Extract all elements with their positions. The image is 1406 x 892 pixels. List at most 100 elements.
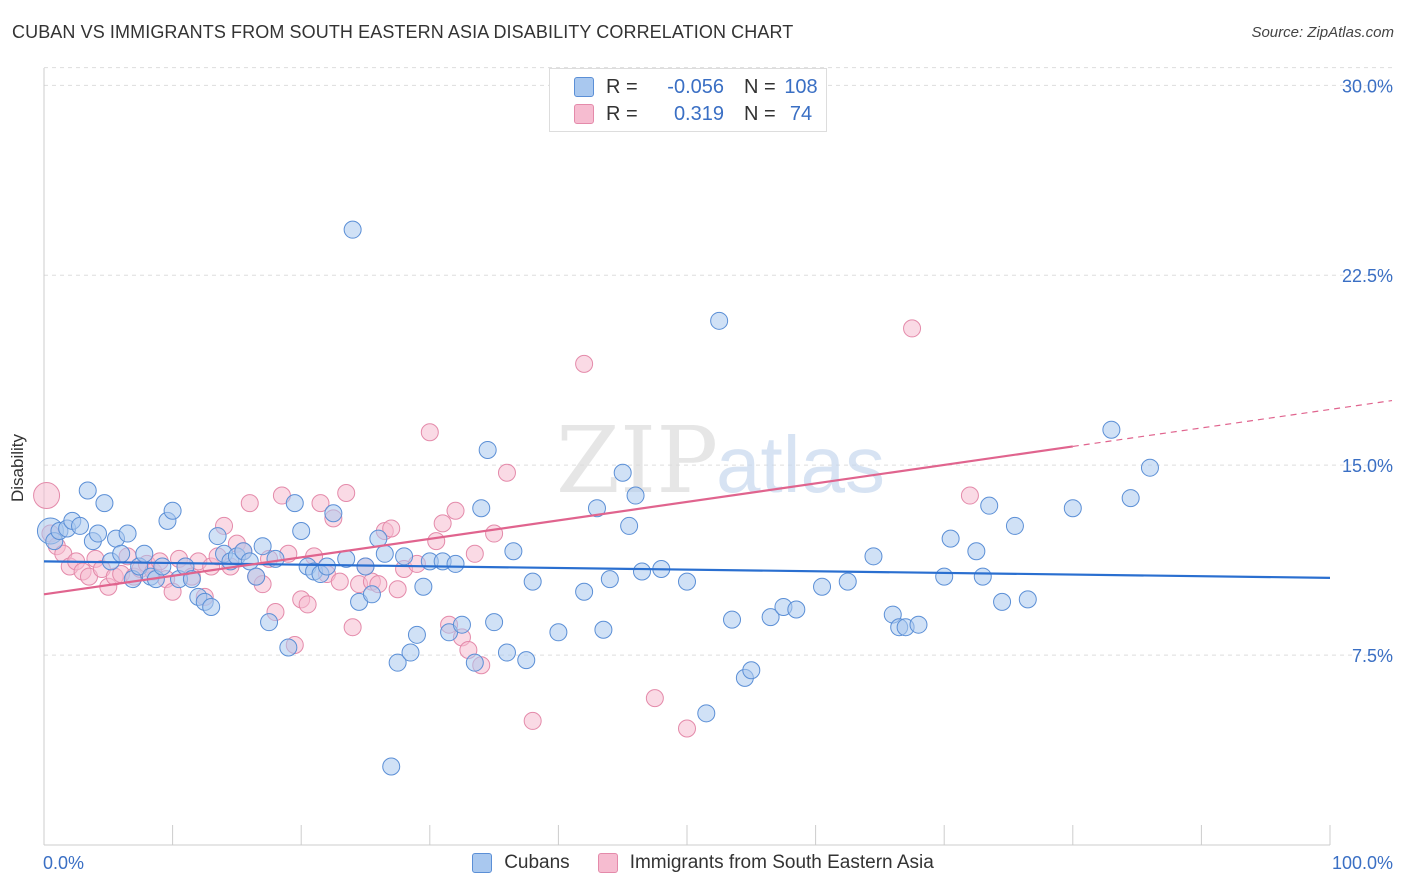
- cubans-point: [202, 597, 221, 616]
- cubans-point: [163, 501, 182, 520]
- immigrants-point: [330, 572, 349, 591]
- immigrants-legend-icon: [597, 853, 618, 873]
- legend-r-label: R =: [606, 102, 638, 125]
- cubans-point: [973, 567, 992, 586]
- legend-item-cubans[interactable]: Cubans: [472, 852, 570, 874]
- cubans-point: [613, 463, 632, 482]
- cubans-point: [1005, 516, 1024, 535]
- cubans-point: [472, 499, 491, 518]
- cubans-point: [1018, 590, 1037, 609]
- cubans-point: [478, 440, 497, 459]
- cubans-legend-icon: [472, 853, 493, 873]
- immigrants-point: [523, 711, 542, 730]
- legend-item-immigrants[interactable]: Immigrants from South Eastern Asia: [597, 852, 934, 874]
- legend-n-label: N =: [744, 75, 776, 98]
- x-tick-label-max: 100.0%: [1332, 853, 1393, 873]
- cubans-point: [362, 585, 381, 604]
- watermark-atlas: atlas: [716, 420, 885, 509]
- grid-layer: [44, 67, 1392, 656]
- legend-r-value: 0.319: [673, 102, 724, 125]
- cubans-point: [247, 567, 266, 586]
- cubans-point: [446, 554, 465, 573]
- correlation-legend: R = -0.056 N = 108 R = 0.319 N = 74: [549, 68, 827, 132]
- cubans-point: [388, 653, 407, 672]
- cubans-point: [78, 481, 97, 500]
- cubans-point: [504, 542, 523, 561]
- cubans-point: [838, 572, 857, 591]
- cubans-point: [285, 494, 304, 513]
- cubans-point: [600, 570, 619, 589]
- legend-label-cubans: Cubans: [504, 852, 570, 873]
- cubans-point: [935, 567, 954, 586]
- cubans-point: [575, 582, 594, 601]
- cubans-point: [324, 504, 343, 523]
- cubans-point: [343, 220, 362, 239]
- cubans-point: [723, 610, 742, 629]
- cubans-point: [260, 613, 279, 632]
- cubans-point: [118, 524, 137, 543]
- immigrants-trend-line: [43, 445, 1073, 596]
- cubans-point: [864, 547, 883, 566]
- cubans-point: [401, 643, 420, 662]
- cubans-point: [549, 623, 568, 642]
- legend-row-cubans: R = -0.056 N = 108: [574, 75, 822, 99]
- cubans-point: [497, 643, 516, 662]
- cubans-point: [1140, 458, 1159, 477]
- cubans-point: [787, 600, 806, 619]
- cubans-point: [395, 547, 414, 566]
- immigrants-point: [343, 618, 362, 637]
- immigrants-point: [298, 595, 317, 614]
- cubans-point: [485, 613, 504, 632]
- y-tick-label: 30.0%: [1342, 76, 1393, 96]
- immigrants-point: [903, 319, 922, 338]
- cubans-point: [1121, 489, 1140, 508]
- immigrants-point: [446, 501, 465, 520]
- cubans-point: [208, 527, 227, 546]
- cubans-point: [240, 552, 259, 571]
- y-tick-label: 7.5%: [1352, 646, 1393, 666]
- cubans-point: [71, 516, 90, 535]
- legend-r-label: R =: [606, 75, 638, 98]
- legend-r-value: -0.056: [667, 75, 724, 98]
- cubans-point: [135, 544, 154, 563]
- cubans-point: [710, 311, 729, 330]
- cubans-point: [697, 704, 716, 723]
- legend-n-value: 108: [784, 75, 818, 98]
- axis-layer: [43, 68, 1331, 846]
- immigrants-point: [420, 423, 439, 442]
- cubans-point: [89, 524, 108, 543]
- cubans-point: [761, 608, 780, 627]
- immigrants-point: [311, 494, 330, 513]
- chart-title: CUBAN VS IMMIGRANTS FROM SOUTH EASTERN A…: [12, 22, 794, 42]
- cubans-point: [632, 562, 651, 581]
- cubans-point: [967, 542, 986, 561]
- immigrants-point: [465, 544, 484, 563]
- cubans-point: [465, 653, 484, 672]
- cubans-point: [1102, 420, 1121, 439]
- cubans-point: [153, 557, 172, 576]
- immigrants-point: [497, 463, 516, 482]
- immigrants-point: [433, 514, 452, 533]
- cubans-point: [620, 516, 639, 535]
- y-tick-label: 22.5%: [1342, 266, 1393, 286]
- cubans-point: [678, 572, 696, 591]
- cubans-point: [587, 499, 606, 518]
- cubans-point: [941, 529, 960, 548]
- cubans-point: [909, 615, 928, 634]
- cubans-point: [594, 620, 613, 639]
- y-tick-label: 15.0%: [1342, 456, 1393, 476]
- cubans-point: [1063, 499, 1082, 518]
- immigrants-point: [337, 484, 356, 503]
- cubans-point: [626, 486, 645, 505]
- immigrants-point: [388, 580, 407, 599]
- immigrants-point: [240, 494, 259, 513]
- cubans-point: [813, 577, 832, 596]
- legend-n-label: N =: [744, 102, 776, 125]
- immigrants-swatch-icon: [574, 104, 594, 124]
- cubans-point: [279, 638, 298, 657]
- immigrants-point: [33, 482, 61, 510]
- cubans-swatch-icon: [574, 77, 594, 97]
- series-legend: Cubans Immigrants from South Eastern Asi…: [0, 852, 1406, 874]
- cubans-point: [317, 557, 336, 576]
